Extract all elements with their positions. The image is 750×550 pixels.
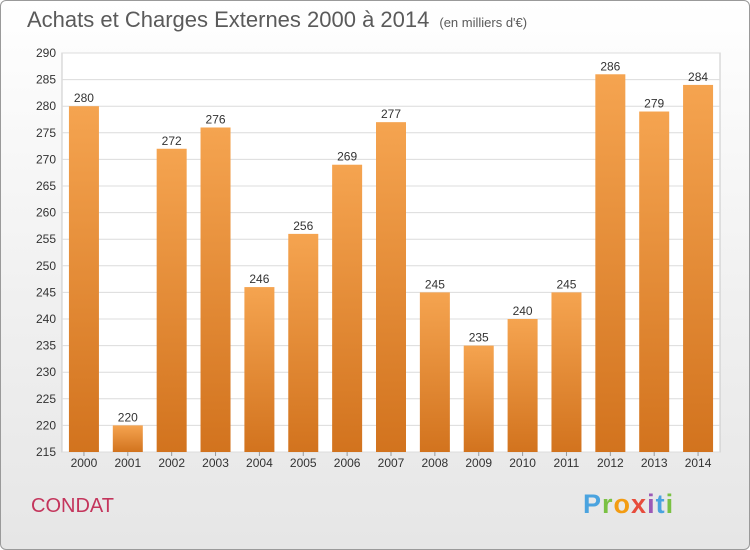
bar [376, 122, 406, 452]
bar [463, 345, 494, 452]
x-tick-label: 2003 [202, 456, 229, 470]
data-label: 276 [206, 112, 226, 126]
x-axis-ticks: 2000 2001 2002 2003 2004 2005 2006 2007 2008 2009… [71, 452, 712, 470]
data-label: 256 [293, 219, 313, 233]
logo-letter: r [602, 489, 614, 519]
chart-subtitle: (en milliers d'€) [439, 15, 528, 30]
data-label: 269 [337, 150, 357, 164]
town-name: CONDAT [31, 495, 114, 517]
bar [507, 319, 538, 452]
y-tick-label: 240 [36, 312, 56, 326]
bar [68, 106, 99, 452]
x-tick-label: 2004 [246, 456, 273, 470]
data-label: 280 [74, 91, 94, 105]
data-label: 284 [688, 70, 708, 84]
x-tick-label: 2005 [290, 456, 317, 470]
bar [288, 233, 319, 452]
chart-title-text: Achats et Charges Externes 2000 à 2014 [27, 7, 430, 32]
y-tick-label: 250 [36, 259, 56, 273]
y-tick-label: 220 [36, 418, 56, 432]
y-tick-label: 235 [36, 339, 56, 353]
x-tick-label: 2008 [422, 456, 449, 470]
data-label: 279 [644, 97, 664, 111]
data-label: 286 [600, 59, 620, 73]
bar [419, 292, 450, 452]
y-tick-label: 260 [36, 206, 56, 220]
bar [639, 111, 670, 453]
data-label: 246 [249, 272, 269, 286]
data-labels: 280 220 272 276 246 256 269 277 245 235 240 245 286 2… [74, 59, 708, 424]
logo-letter: t [655, 489, 666, 519]
bar [332, 164, 363, 452]
data-label: 245 [425, 277, 445, 291]
y-axis-ticks: 215 220 225 230 235 240 245 250 255 260 265 270 275 2… [36, 46, 56, 459]
y-tick-label: 245 [36, 285, 56, 299]
x-tick-label: 2011 [554, 456, 580, 470]
logo-letter: i [647, 489, 656, 519]
x-tick-label: 2002 [158, 456, 185, 470]
data-label: 245 [556, 277, 576, 291]
x-tick-label: 2009 [465, 456, 492, 470]
y-tick-label: 225 [36, 392, 56, 406]
y-tick-label: 275 [36, 126, 56, 140]
x-tick-label: 2013 [641, 456, 668, 470]
y-tick-label: 230 [36, 365, 56, 379]
data-label: 277 [381, 107, 401, 121]
bar [112, 425, 143, 452]
bar [595, 74, 626, 452]
data-label: 235 [469, 331, 489, 345]
x-tick-label: 2010 [509, 456, 536, 470]
x-tick-label: 2007 [378, 456, 405, 470]
y-tick-label: 255 [36, 232, 56, 246]
y-tick-label: 215 [36, 445, 56, 459]
y-tick-label: 285 [36, 73, 56, 87]
bar [156, 148, 187, 452]
logo-letter: i [665, 489, 675, 519]
data-label: 240 [513, 304, 533, 318]
y-tick-label: 290 [36, 46, 56, 60]
bar [200, 127, 231, 452]
logo-letter: x [631, 489, 648, 519]
y-tick-label: 280 [36, 99, 56, 113]
bars [68, 74, 714, 453]
x-tick-label: 2000 [71, 456, 98, 470]
data-label: 220 [118, 410, 138, 424]
chart-title: Achats et Charges Externes 2000 à 2014 (e… [27, 7, 527, 33]
x-tick-label: 2014 [685, 456, 712, 470]
data-label: 272 [162, 134, 182, 148]
y-tick-label: 265 [36, 179, 56, 193]
x-tick-label: 2012 [597, 456, 624, 470]
proxiti-logo[interactable]: Proxiti [583, 489, 674, 520]
bar [551, 292, 582, 452]
bar [244, 287, 275, 452]
x-tick-label: 2001 [114, 456, 141, 470]
y-tick-label: 270 [36, 152, 56, 166]
logo-letter: P [583, 489, 603, 519]
bar [683, 84, 714, 453]
x-tick-label: 2006 [334, 456, 361, 470]
logo-letter: o [613, 489, 632, 519]
